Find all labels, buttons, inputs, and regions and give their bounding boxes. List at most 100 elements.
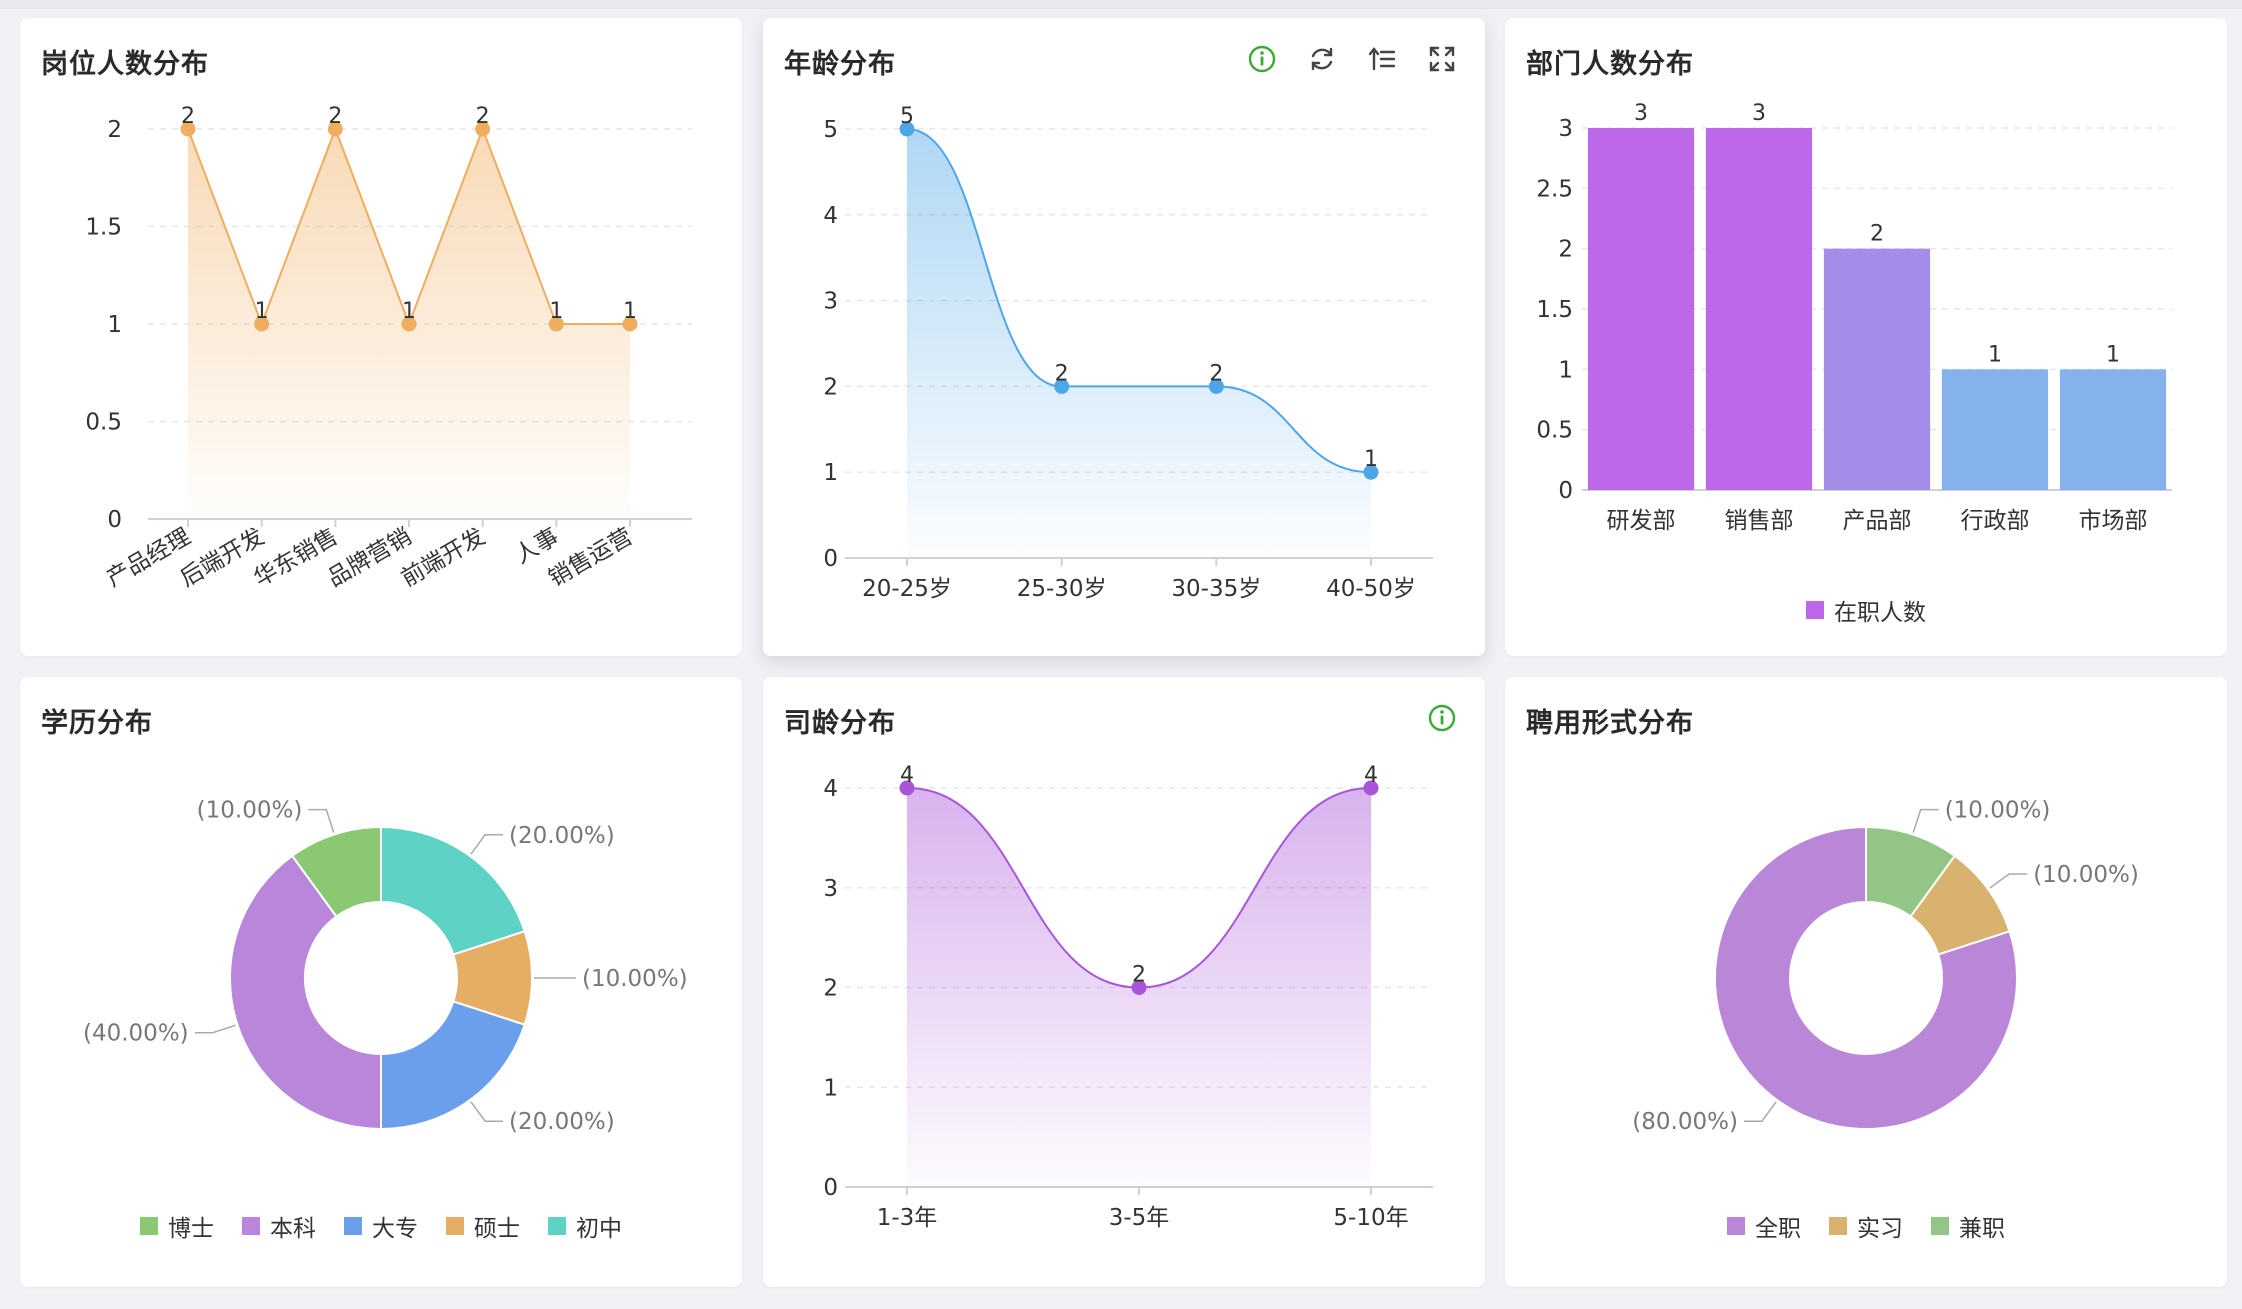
data-point (1363, 780, 1379, 796)
education-distribution-chart: (20.00%) (10.00%) (20.00%) (40.00%) (10.00%) (83, 798, 688, 1136)
legend-label: 在职人数 (1834, 600, 1926, 626)
employment-type-card: 聘用形式分布 (10.00%) (10.00%) (80.00%) 全职 实习 兼职 (1505, 677, 2227, 1287)
label-leader (470, 1101, 504, 1122)
chart-toolbar (1243, 40, 1461, 78)
x-tick-label: 20-25岁 (862, 576, 952, 602)
fullscreen-icon[interactable] (1423, 40, 1461, 78)
y-tick-label: 3 (1558, 116, 1573, 142)
refresh-icon[interactable] (1303, 40, 1341, 78)
slice-label: (10.00%) (2033, 862, 2139, 888)
slice-label: (20.00%) (509, 1109, 615, 1135)
x-tick-label: 25-30岁 (1017, 576, 1107, 602)
x-tick-label: 市场部 (2079, 508, 2148, 534)
legend-swatch (242, 1217, 260, 1235)
x-tick-label: 30-35岁 (1171, 576, 1261, 602)
y-tick-label: 1.5 (1536, 297, 1573, 323)
chart-legend: 博士 本科 大专 硕士 初中 (20, 1209, 742, 1243)
legend-label: 大专 (372, 1216, 418, 1242)
legend-label: 兼职 (1959, 1216, 2005, 1242)
data-label: 2 (476, 104, 490, 129)
department-distribution-card: 部门人数分布 0 0.5 1 1.5 2 2.5 3 3 研发部 3 销售部 2 产品部 1 行政部 1 市场部… (1505, 18, 2227, 656)
y-tick-label: 2 (823, 976, 838, 1002)
y-tick-label: 0 (107, 507, 122, 533)
legend-item[interactable]: 在职人数 (1806, 593, 1926, 627)
y-tick-label: 4 (823, 776, 838, 802)
legend-label: 初中 (576, 1216, 622, 1242)
slice-label: (40.00%) (83, 1021, 189, 1047)
card-title: 岗位人数分布 (41, 49, 209, 80)
legend-label: 全职 (1755, 1216, 1801, 1242)
slice-label: (80.00%) (1632, 1109, 1738, 1135)
data-label: 1 (1988, 342, 2002, 367)
label-leader (1743, 1101, 1777, 1122)
tenure-distribution-card: 司龄分布 0 1 2 3 4 4 1-3年 2 3-5年 4 5-10年 (763, 677, 1485, 1287)
legend-swatch (1727, 1217, 1745, 1235)
legend-item[interactable]: 硕士 (446, 1209, 520, 1243)
legend-item[interactable]: 本科 (242, 1209, 316, 1243)
legend-label: 硕士 (474, 1216, 520, 1242)
y-tick-label: 0.5 (85, 410, 122, 436)
data-label: 1 (2106, 342, 2120, 367)
data-point (899, 121, 915, 137)
slice-label: (10.00%) (582, 966, 688, 992)
legend-swatch (1829, 1217, 1847, 1235)
legend-item[interactable]: 初中 (548, 1209, 622, 1243)
data-label: 2 (1132, 963, 1146, 988)
card-title: 部门人数分布 (1526, 49, 1694, 80)
y-tick-label: 0 (823, 546, 838, 572)
x-tick-label: 产品经理 (102, 524, 195, 593)
y-tick-label: 2.5 (1536, 176, 1573, 202)
legend-item[interactable]: 大专 (344, 1209, 418, 1243)
post-distribution-chart: 00.511.522产品经理1后端开发2华东销售1品牌营销2前端开发1人事1销售… (85, 104, 692, 593)
legend-item[interactable]: 兼职 (1931, 1209, 2005, 1243)
bar (2059, 369, 2167, 490)
x-tick-label: 销售部 (1725, 508, 1794, 534)
label-leader (308, 808, 335, 833)
data-label: 1 (402, 299, 416, 324)
data-label: 2 (1870, 222, 1884, 247)
legend-item[interactable]: 博士 (140, 1209, 214, 1243)
bar (1705, 128, 1813, 490)
legend-label: 博士 (168, 1216, 214, 1242)
x-tick-label: 40-50岁 (1326, 576, 1416, 602)
sort-icon[interactable] (1363, 40, 1401, 78)
y-tick-label: 2 (1558, 237, 1573, 263)
series-line (187, 126, 630, 327)
data-label: 5 (900, 104, 914, 129)
top-bar (0, 0, 2242, 9)
data-label: 3 (1752, 101, 1766, 126)
y-tick-label: 0.5 (1536, 418, 1573, 444)
legend-swatch (1931, 1217, 1949, 1235)
series-line (906, 128, 1372, 474)
y-tick-label: 1 (1558, 357, 1573, 383)
y-tick-label: 2 (823, 374, 838, 400)
y-tick-label: 1 (823, 1075, 838, 1101)
data-point (899, 780, 915, 796)
legend-swatch (548, 1217, 566, 1235)
data-label: 4 (900, 763, 914, 788)
label-leader (1912, 808, 1939, 833)
legend-label: 本科 (270, 1216, 316, 1242)
x-tick-label: 产品部 (1843, 508, 1912, 534)
legend-swatch (140, 1217, 158, 1235)
info-icon[interactable] (1243, 40, 1281, 78)
employment-type-chart: (10.00%) (10.00%) (80.00%) (1632, 798, 2139, 1136)
pie-slice (1714, 825, 2018, 1130)
data-label: 1 (255, 299, 269, 324)
data-point (1054, 378, 1070, 394)
legend-item[interactable]: 全职 (1727, 1209, 1801, 1243)
chart-legend: 全职 实习 兼职 (1505, 1209, 2227, 1243)
data-label: 3 (1634, 101, 1648, 126)
legend-item[interactable]: 实习 (1829, 1209, 1903, 1243)
chart-toolbar (1423, 699, 1461, 737)
bar (1941, 369, 2049, 490)
slice-label: (20.00%) (509, 823, 615, 849)
data-label: 2 (328, 104, 342, 129)
y-tick-label: 3 (823, 876, 838, 902)
age-distribution-chart: 0 1 2 3 4 5 5 20-25岁 2 25-30岁 2 30-35岁 1 40-50岁 (823, 104, 1433, 602)
y-tick-label: 4 (823, 203, 838, 229)
info-icon[interactable] (1423, 699, 1461, 737)
x-tick-label: 前端开发 (397, 524, 490, 593)
x-tick-label: 行政部 (1961, 508, 2030, 534)
card-title: 年龄分布 (784, 49, 896, 80)
